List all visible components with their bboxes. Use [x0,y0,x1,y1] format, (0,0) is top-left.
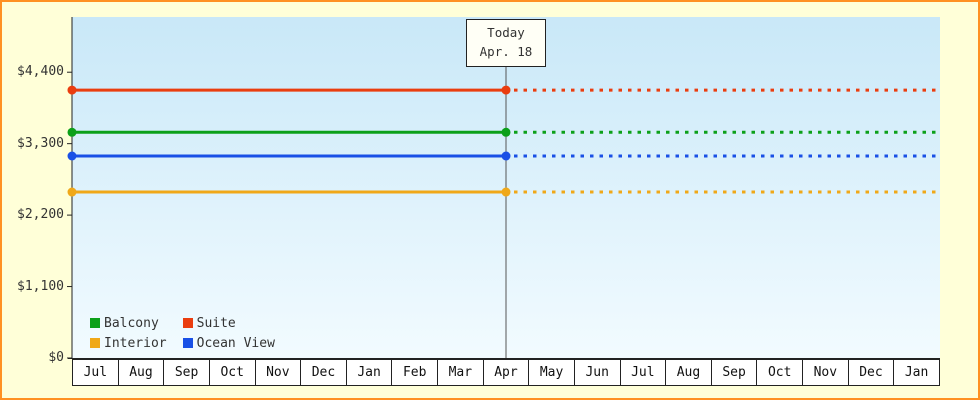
today-date: Apr. 18 [479,43,533,59]
legend-label: Suite [196,315,236,331]
y-axis-label: $2,200 [17,207,64,223]
series-today-marker-balcony [501,127,511,137]
x-axis-month: Aug [665,359,712,386]
today-annotation: Today Apr. 18 [466,19,546,67]
legend-label: Balcony [104,315,159,331]
x-axis-month: Nov [254,359,302,386]
legend-swatch-interior [90,338,100,348]
legend-item-balcony: Balcony [90,313,167,333]
series-start-marker-ocean-view [67,151,77,161]
x-axis-month: Jul [619,359,667,386]
series-start-marker-interior [67,187,77,197]
x-axis-month: Nov [802,359,849,386]
x-axis-month: Sep [163,359,210,386]
x-axis: Jul Aug Sep Oct Nov Dec Jan Feb Mar Apr May Jun Jul A… [72,359,940,386]
y-axis-label: $0 [48,350,64,365]
x-axis-month: Jun [573,359,621,386]
legend: Balcony Suite Interior Ocean View [90,313,275,353]
x-axis-month: Dec [847,359,895,386]
legend-swatch-balcony [90,318,100,328]
legend-item-suite: Suite [182,313,275,333]
today-label: Today [487,25,525,40]
series-today-marker-ocean-view [501,151,511,161]
legend-item-interior: Interior [90,333,167,353]
y-axis-label: $4,400 [17,64,64,80]
x-axis-month: Feb [391,359,438,386]
legend-swatch-suite [182,318,193,328]
series-start-marker-suite [67,85,77,95]
x-axis-month: Dec [300,359,347,386]
legend-label: Ocean View [196,335,275,351]
legend-label: Interior [104,335,167,351]
series-today-marker-suite [501,85,511,95]
series-today-marker-interior [501,187,511,197]
x-axis-month: Sep [710,359,758,386]
x-axis-month: Jan [345,359,393,386]
x-axis-month: Apr [482,359,530,386]
x-axis-month: Jan [893,359,940,386]
x-axis-month: May [528,359,575,386]
y-axis-label: $1,100 [17,278,64,294]
series-start-marker-balcony [67,127,77,137]
legend-swatch-ocean-view [182,338,193,348]
x-axis-month: Mar [437,359,484,386]
x-axis-month: Oct [756,359,803,386]
x-axis-month: Jul [72,359,119,386]
legend-item-ocean-view: Ocean View [182,333,275,353]
x-axis-month: Oct [208,359,256,386]
y-axis-label: $3,300 [17,135,64,151]
x-axis-month: Aug [117,359,165,386]
